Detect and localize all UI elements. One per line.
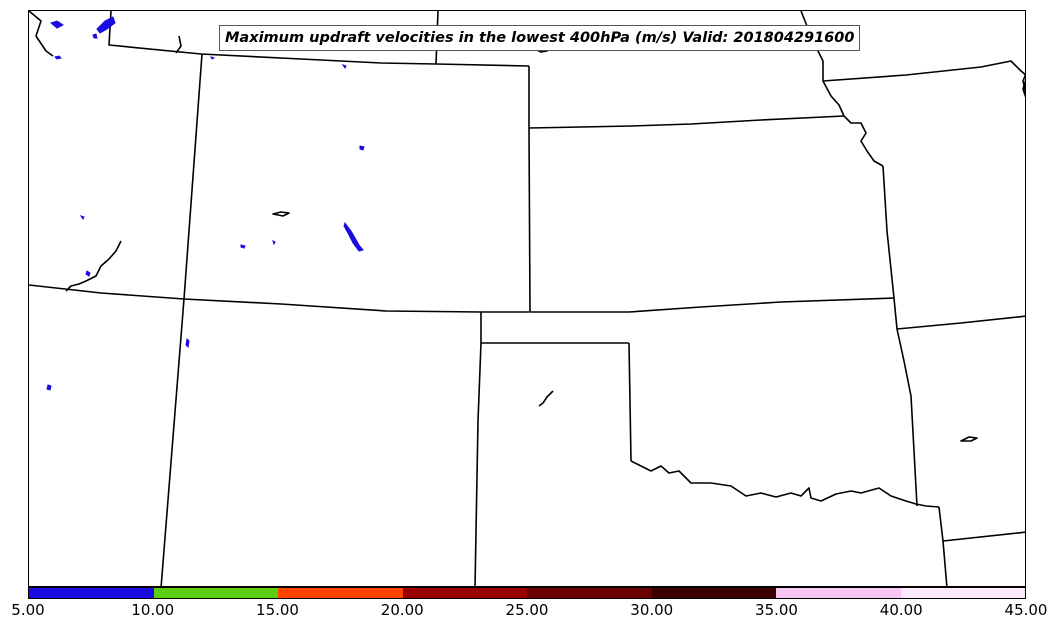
border-nm-west — [474, 342, 482, 586]
updraft-cell — [79, 215, 85, 220]
map-panel: Maximum updraft velocities in the lowest… — [28, 10, 1026, 587]
colorbar-segment — [651, 588, 776, 598]
lake-ouachita — [960, 436, 978, 442]
border-sd-ne — [528, 66, 845, 129]
lake-mississippi-bend — [1022, 73, 1025, 94]
colorbar-tick-label: 40.00 — [879, 601, 923, 619]
colorbar-tick-labels: 5.00 10.00 15.00 20.00 25.00 30.00 35.00 40.00 4… — [11, 601, 1047, 623]
updraft-cell — [85, 270, 91, 277]
colorbar-tick-label: 35.00 — [755, 601, 798, 619]
updraft-cell — [341, 64, 347, 69]
colorbar-segment — [402, 588, 527, 598]
colorbar-tick-label: 20.00 — [380, 601, 424, 619]
updraft-cell — [343, 221, 364, 252]
updraft-cell — [46, 384, 52, 391]
border-ne-ks — [528, 127, 895, 313]
colorbar-segment — [278, 588, 403, 598]
updraft-cells — [46, 16, 365, 391]
colorbar-tick-label: 10.00 — [131, 601, 175, 619]
border-mo-ar — [896, 315, 1025, 330]
map-title: Maximum updraft velocities in the lowest… — [219, 25, 861, 51]
updraft-cell — [210, 56, 216, 60]
colorbar-segment — [527, 588, 652, 598]
border-wy-co — [29, 284, 529, 313]
border-ks-mo — [882, 165, 898, 330]
colorbar-tick-label: 45.00 — [1004, 601, 1048, 619]
colorbar-tick-label: 25.00 — [505, 601, 549, 619]
updraft-cell — [359, 145, 365, 151]
border-wyoming-west — [160, 53, 203, 586]
updraft-cell — [96, 16, 116, 34]
colorbar-segment — [153, 588, 278, 598]
lake-conchas — [538, 390, 554, 407]
colorbar-segment — [776, 588, 901, 598]
lake-yellowstone — [175, 35, 182, 54]
lake-utah — [29, 11, 54, 57]
border-ar-la — [938, 506, 948, 586]
border-red-river — [630, 460, 940, 508]
updraft-cell — [272, 240, 276, 246]
updraft-cell — [92, 33, 98, 39]
border-iowa-east — [1022, 79, 1025, 98]
lake-great-salt — [65, 240, 122, 292]
updraft-cell — [54, 55, 62, 60]
map-canvas — [29, 11, 1025, 586]
border-mn-ia — [822, 60, 1025, 82]
colorbar-segment — [900, 588, 1025, 598]
lake-flaming-gorge — [272, 211, 290, 217]
border-ok-ar — [896, 328, 918, 507]
colorbar-tick-label: 30.00 — [630, 601, 674, 619]
colorbar-tick-label: 15.00 — [256, 601, 299, 619]
border-missouri-river — [800, 11, 884, 167]
border-ar-la-east — [942, 531, 1025, 542]
colorbar — [28, 587, 1026, 599]
border-co-nm — [480, 312, 629, 344]
state-borders — [29, 11, 1025, 586]
updraft-cell — [240, 244, 246, 249]
updraft-cell — [49, 20, 64, 29]
border-tx-ok-west — [628, 342, 632, 462]
colorbar-segment — [29, 588, 154, 598]
updraft-cell — [185, 337, 190, 349]
colorbar-tick-label: 5.00 — [11, 601, 45, 619]
